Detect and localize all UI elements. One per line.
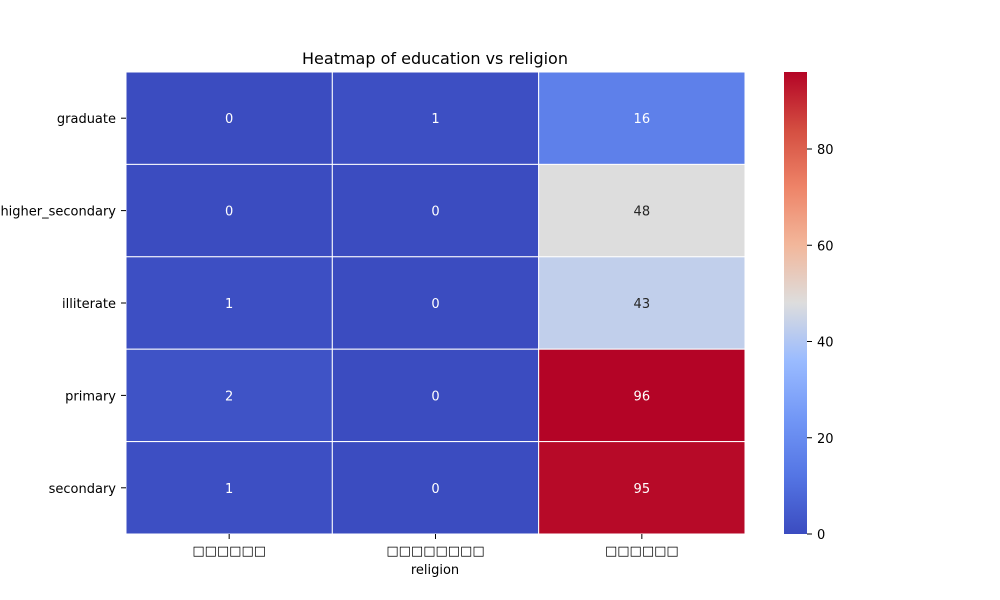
colorbar: 0 20 40 60 80 [784,72,834,543]
heatmap-cell [538,71,746,165]
x-tick-label: □□□□□□□□ [386,544,484,559]
heatmap-cell [538,348,746,443]
cell-value-label: 16 [634,112,651,127]
colorbar-tick-label: 40 [817,336,834,351]
heatmap-cell [125,441,333,535]
cell-value-label: 95 [634,482,651,497]
y-tick-label: secondary [49,482,117,497]
cell-value-label: 0 [225,205,233,220]
cell-value-label: 0 [225,112,233,127]
heatmap-cell [331,441,540,535]
heatmap-cell [125,348,333,443]
heatmap-cell [331,163,540,258]
y-tick-label: primary [65,389,116,404]
cell-value-label: 0 [431,205,439,220]
colorbar-gradient [784,72,807,534]
cell-value-label: 1 [225,482,233,497]
colorbar-tick-label: 80 [817,143,834,158]
cell-value-label: 0 [431,389,439,404]
heatmap-cell [331,256,540,350]
cell-value-label: 0 [431,482,439,497]
x-axis: □□□□□□ □□□□□□□□ □□□□□□ [192,534,679,559]
cell-value-label: 43 [634,297,651,312]
chart-title: Heatmap of education vs religion [302,49,568,68]
heatmap-cells: 0 1 16 0 0 48 1 0 43 2 0 96 1 0 95 [125,71,746,535]
colorbar-tick-label: 0 [817,528,825,543]
cell-value-label: 48 [634,205,651,220]
y-axis: graduate higher_secondary illiterate primar… [0,112,126,497]
y-tick-label: higher_secondary [0,205,116,220]
heatmap-cell [538,163,746,258]
cell-value-label: 96 [634,389,651,404]
heatmap-cell [125,71,333,165]
cell-value-label: 2 [225,389,233,404]
x-axis-label: religion [411,563,459,578]
cell-value-label: 0 [431,297,439,312]
heatmap-cell [331,71,540,165]
heatmap-cell [538,441,746,535]
x-tick-label: □□□□□□ [605,544,679,559]
colorbar-tick-label: 20 [817,432,834,447]
cell-value-label: 1 [431,112,439,127]
cell-value-label: 1 [225,297,233,312]
heatmap-cell [125,163,333,258]
y-tick-label: graduate [57,112,116,127]
x-tick-label: □□□□□□ [192,544,266,559]
y-tick-label: illiterate [62,297,116,312]
colorbar-tick-label: 60 [817,239,834,254]
